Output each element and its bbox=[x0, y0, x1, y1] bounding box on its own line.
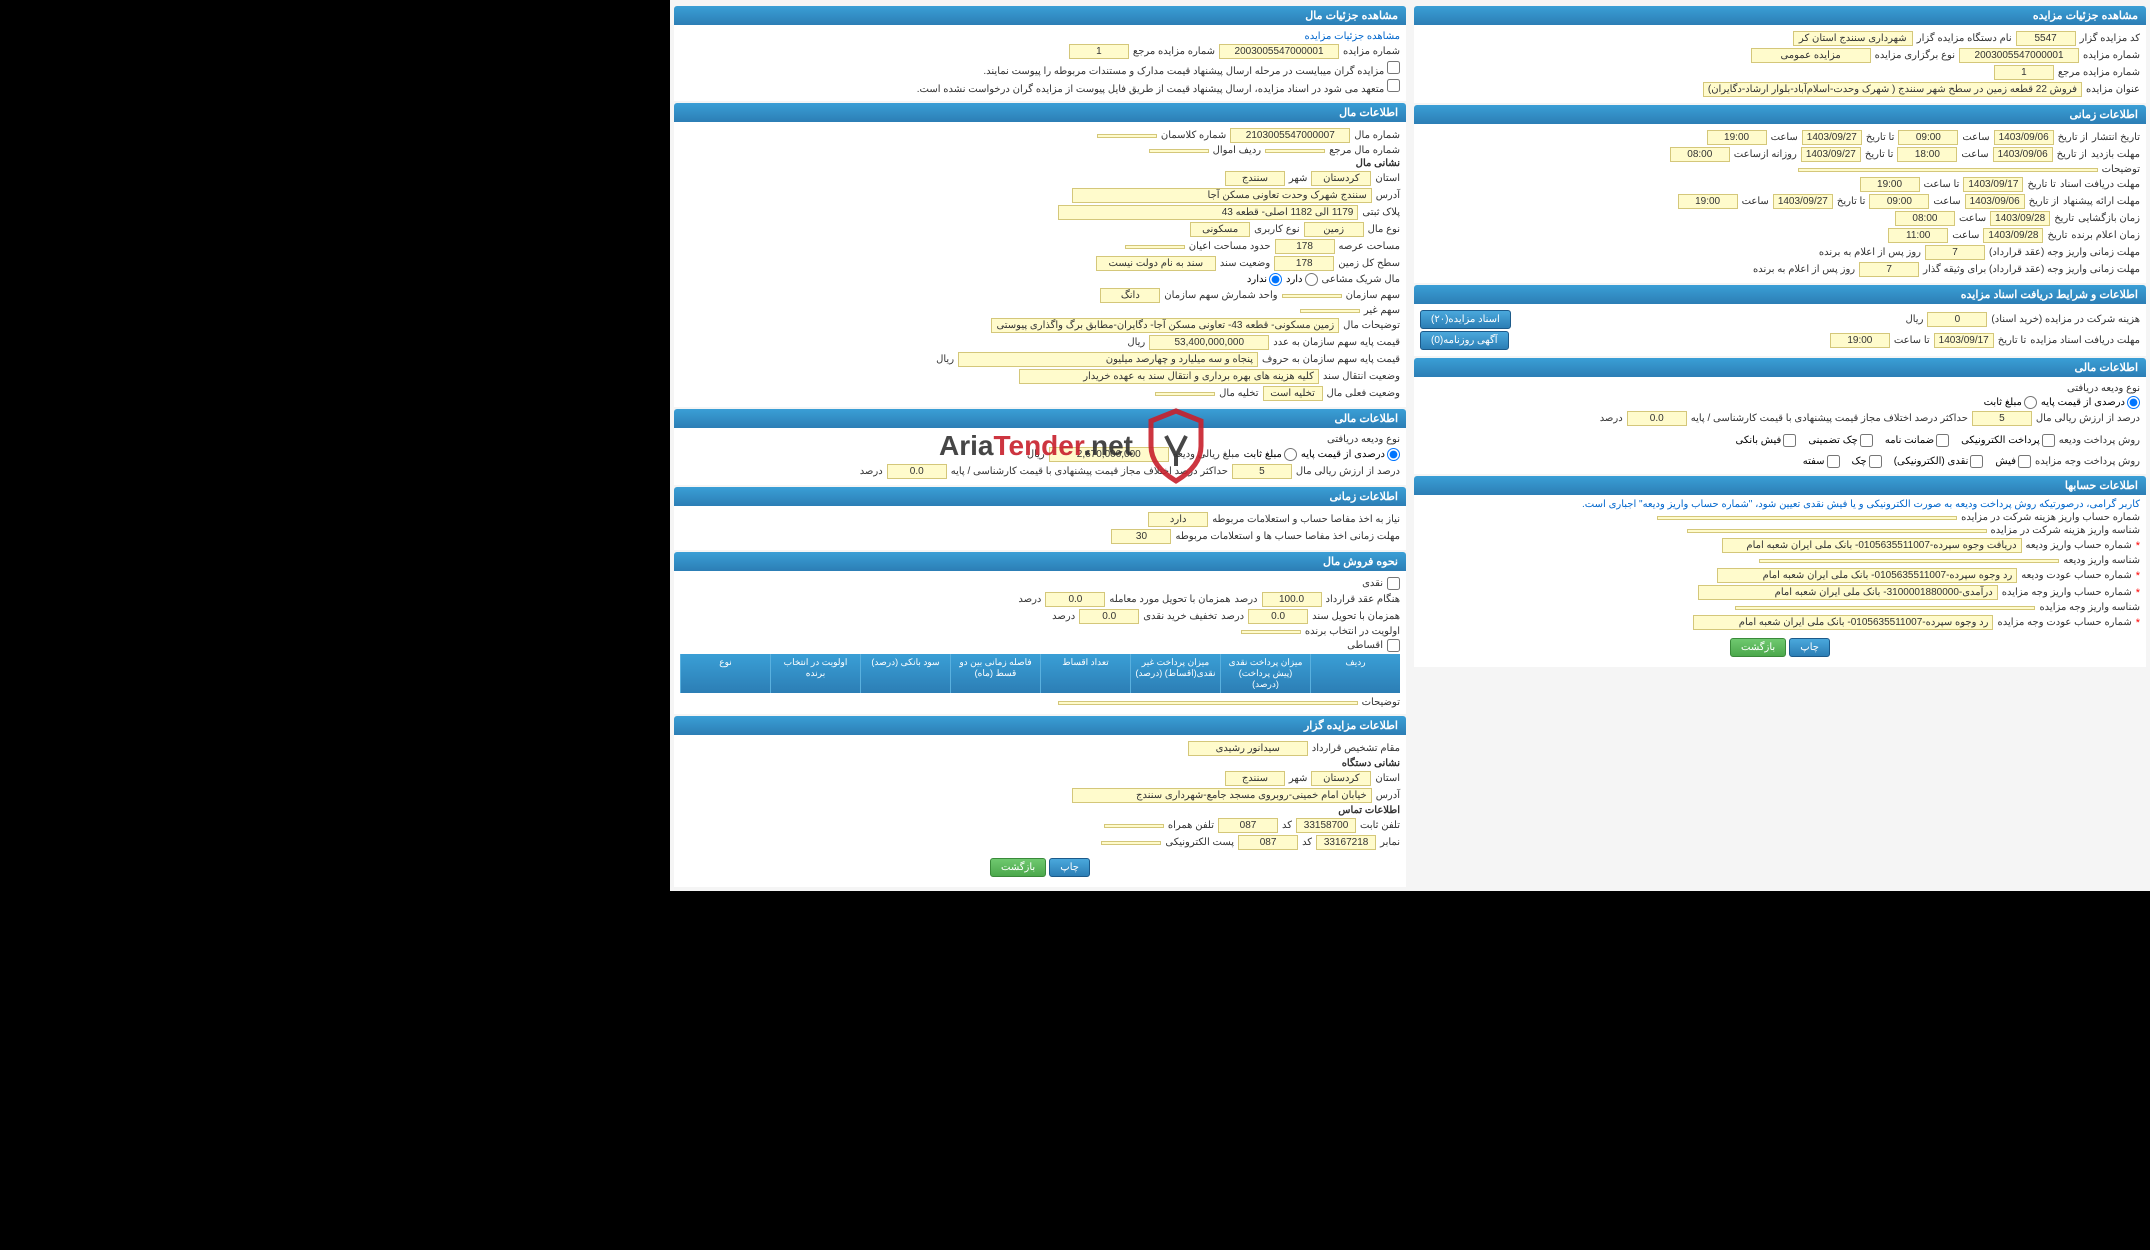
note1: مزایده گران میبایست در مرحله ارسال پیشنه… bbox=[680, 61, 1400, 79]
required-icon: * bbox=[2136, 617, 2140, 629]
docs-button[interactable]: اسناد مزایده(۲۰) bbox=[1420, 310, 1511, 329]
pub-from: 1403/09/06 bbox=[1994, 130, 2054, 145]
note2: متعهد می شود در اسناد مزایده، ارسال پیشن… bbox=[680, 79, 1400, 97]
winner-label: زمان اعلام برنده bbox=[2071, 230, 2140, 241]
org-label: نام دستگاه مزایده گزار bbox=[1917, 33, 2012, 44]
from-label: از تاریخ bbox=[2058, 132, 2088, 143]
visit-label: مهلت بازدید bbox=[2091, 149, 2140, 160]
pct-radio[interactable]: درصدی از قیمت پایه bbox=[1301, 448, 1400, 461]
open-label: زمان بازگشایی bbox=[2078, 213, 2140, 224]
acc3-label: شماره حساب واریز ودیعه bbox=[2026, 540, 2132, 551]
fixed-radio[interactable]: مبلغ ثابت bbox=[1244, 448, 1297, 461]
accounts-header: اطلاعات حسابها bbox=[1414, 476, 2146, 495]
auction-pay-label: روش پرداخت وجه مزایده bbox=[2035, 456, 2140, 467]
code-label: کد مزایده گزار bbox=[2080, 33, 2140, 44]
chk-certified[interactable]: چک تضمینی bbox=[1808, 434, 1873, 447]
item-details-header: مشاهده جزئیات مال bbox=[674, 6, 1406, 25]
subj-label: عنوان مزایده bbox=[2086, 84, 2140, 95]
opt-fish[interactable]: فیش bbox=[1995, 455, 2031, 468]
subj-field: فروش 22 قطعه زمین در سطح شهر سنندج ( شهر… bbox=[1703, 82, 2082, 97]
addr-subtitle: نشانی مال bbox=[680, 158, 1400, 169]
auction-details-header: مشاهده جزئیات مزایده bbox=[1414, 6, 2146, 25]
org-field: شهرداری سنندج استان کر bbox=[1793, 31, 1913, 46]
pub-label: تاریخ انتشار bbox=[2092, 132, 2140, 143]
chk-bank[interactable]: فیش بانکی bbox=[1736, 434, 1797, 447]
item-info-header: اطلاعات مال bbox=[674, 103, 1406, 122]
offer-label: مهلت ارائه پیشنهاد bbox=[2063, 196, 2140, 207]
opt-check[interactable]: چک bbox=[1852, 455, 1882, 468]
shared-yes-radio[interactable]: دارد bbox=[1286, 273, 1318, 286]
notice-text: کاربر گرامی، درصورتیکه روش پرداخت ودیعه … bbox=[1420, 499, 2140, 510]
acc1-label: شماره حساب واریز هزینه شرکت در مزایده bbox=[1961, 512, 2140, 523]
ref-label: شماره مزایده مرجع bbox=[2058, 67, 2140, 78]
note1-checkbox[interactable] bbox=[1387, 61, 1400, 74]
left-time-header: اطلاعات زمانی bbox=[674, 487, 1406, 506]
cost-label: هزینه شرکت در مزایده (خرید اسناد) bbox=[1991, 314, 2140, 325]
required-icon: * bbox=[2136, 540, 2140, 552]
contact-subtitle: اطلاعات تماس bbox=[680, 805, 1400, 816]
acc5-label: شماره حساب عودت ودیعه bbox=[2021, 570, 2131, 581]
org-addr-subtitle: نشانی دستگاه bbox=[680, 758, 1400, 769]
pub-time: 09:00 bbox=[1898, 130, 1958, 145]
num-field: 2003005547000001 bbox=[1959, 48, 2079, 63]
doc-deadline-label: مهلت دریافت اسناد مزایده bbox=[2030, 335, 2140, 346]
time-info-header: اطلاعات زمانی bbox=[1414, 105, 2146, 124]
installment-checkbox[interactable] bbox=[1387, 639, 1400, 652]
opt-cash[interactable]: نقدی (الکترونیکی) bbox=[1894, 455, 1984, 468]
shield-icon bbox=[1141, 406, 1211, 486]
sale-method-header: نحوه فروش مال bbox=[674, 552, 1406, 571]
acc8-label: شماره حساب عودت وجه مزایده bbox=[1997, 617, 2131, 628]
pay-deadline-label: مهلت زمانی واریز وجه (عقد قرارداد) bbox=[1989, 247, 2140, 258]
doc-label: مهلت دریافت اسناد bbox=[2060, 179, 2140, 190]
auctioneer-info-header: اطلاعات مزایده گزار bbox=[674, 716, 1406, 735]
chk-electronic[interactable]: پرداخت الکترونیکی bbox=[1961, 434, 2055, 447]
num-label: شماره مزایده bbox=[2083, 50, 2140, 61]
print-button[interactable]: چاپ bbox=[1789, 638, 1830, 657]
required-icon: * bbox=[2136, 587, 2140, 599]
type-label: نوع برگزاری مزایده bbox=[1875, 50, 1955, 61]
cash-checkbox[interactable] bbox=[1387, 577, 1400, 590]
required-icon: * bbox=[2136, 570, 2140, 582]
acc7-label: شناسه واریز وجه مزایده bbox=[2039, 602, 2140, 613]
acc2-label: شناسه واریز هزینه شرکت در مزایده bbox=[1991, 525, 2140, 536]
note2-checkbox[interactable] bbox=[1387, 79, 1400, 92]
pct-base-radio[interactable]: درصدی از قیمت پایه bbox=[2041, 396, 2140, 409]
chk-guarantee[interactable]: ضمانت نامه bbox=[1885, 434, 1949, 447]
financial-info-header: اطلاعات مالی bbox=[1414, 358, 2146, 377]
doc-conditions-header: اطلاعات و شرایط دریافت اسناد مزایده bbox=[1414, 285, 2146, 304]
deposit-deadline-label: مهلت زمانی واریز وجه (عقد قرارداد) برای … bbox=[1923, 264, 2140, 275]
back-button[interactable]: بازگشت bbox=[990, 858, 1046, 877]
opt-promissory[interactable]: سفته bbox=[1803, 455, 1840, 468]
installment-table-header: ردیف میزان پرداخت نقدی (پیش پرداخت) (درص… bbox=[680, 654, 1400, 693]
deposit-type-label: نوع ودیعه دریافتی bbox=[2067, 383, 2140, 394]
news-button[interactable]: آگهی روزنامه(0) bbox=[1420, 331, 1509, 350]
max-diff-label: حداکثر درصد اختلاف مجاز قیمت پیشنهادی با… bbox=[1691, 413, 1968, 424]
watermark-text: AriaTender.net bbox=[939, 430, 1133, 462]
type-field: مزایده عمومی bbox=[1751, 48, 1871, 63]
back-button[interactable]: بازگشت bbox=[1730, 638, 1786, 657]
ref-field: 1 bbox=[1994, 65, 2054, 80]
pay-method-label: روش پرداخت ودیعه bbox=[2059, 435, 2140, 446]
fixed-radio[interactable]: مبلغ ثابت bbox=[1984, 396, 2037, 409]
code-field: 5547 bbox=[2016, 31, 2076, 46]
shared-no-radio[interactable]: ندارد bbox=[1247, 273, 1282, 286]
view-details-link[interactable]: مشاهده جزئیات مزایده bbox=[1304, 31, 1400, 42]
pct-val-label: درصد از ارزش ریالی مال bbox=[2036, 413, 2140, 424]
pub-to: 1403/09/27 bbox=[1802, 130, 1862, 145]
pub-to-time: 19:00 bbox=[1707, 130, 1767, 145]
print-button[interactable]: چاپ bbox=[1049, 858, 1090, 877]
desc-label: توضیحات bbox=[2102, 164, 2140, 175]
acc4-label: شناسه واریز ودیعه bbox=[2063, 555, 2140, 566]
desc-field bbox=[1798, 168, 2098, 172]
watermark: AriaTender.net bbox=[939, 406, 1211, 486]
acc6-label: شماره حساب واریز وجه مزایده bbox=[2002, 587, 2132, 598]
